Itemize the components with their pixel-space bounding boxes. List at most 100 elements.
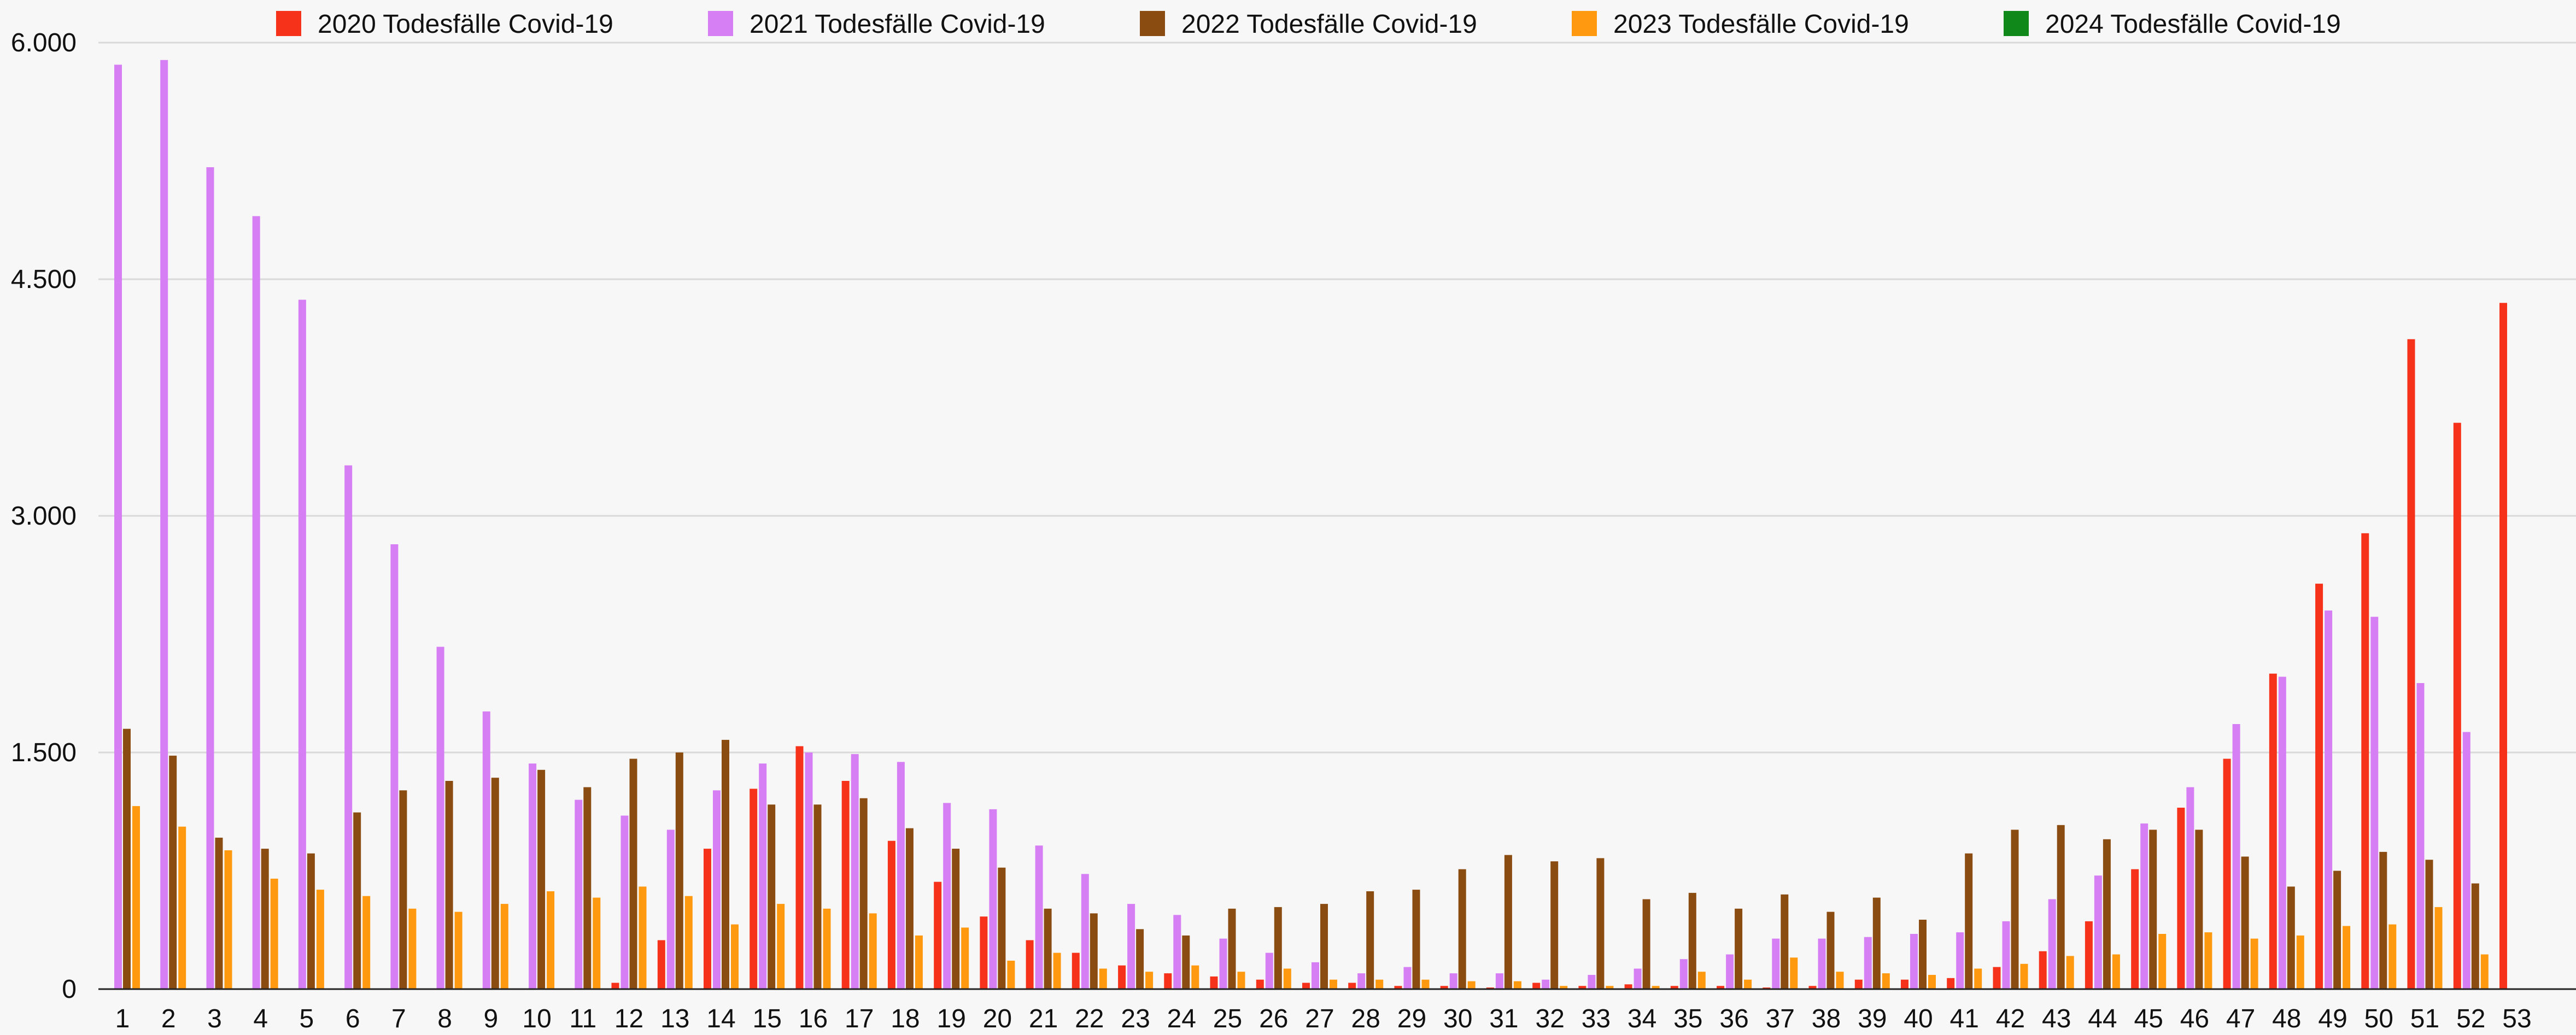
bar	[777, 904, 785, 989]
bar	[1412, 890, 1420, 989]
legend-label: 2024 Todesfälle Covid-19	[2045, 10, 2341, 39]
bar	[1467, 981, 1476, 989]
bar	[132, 806, 140, 989]
bar	[934, 881, 942, 989]
bar	[2278, 677, 2286, 989]
legend-item: 2022 Todesfälle Covid-19	[1140, 10, 1477, 39]
bar	[2499, 303, 2507, 989]
bar	[1312, 962, 1319, 989]
bar	[2333, 871, 2341, 989]
bar	[2232, 724, 2240, 989]
bar	[224, 850, 232, 989]
bar	[1826, 911, 1835, 989]
x-tick-label: 48	[2272, 1004, 2301, 1033]
legend-swatch	[1140, 11, 1165, 36]
x-tick-label: 49	[2318, 1004, 2347, 1033]
bar	[1634, 968, 1642, 989]
bar	[298, 299, 306, 989]
bar	[2434, 907, 2443, 989]
bar	[500, 904, 508, 989]
bar	[1624, 984, 1632, 989]
bar	[2462, 732, 2470, 989]
bar	[1854, 979, 1863, 989]
bar	[1173, 915, 1181, 989]
bar	[1735, 908, 1743, 989]
bar	[1072, 952, 1080, 989]
bar	[1099, 968, 1107, 989]
bar	[2370, 616, 2379, 989]
bar	[961, 927, 969, 989]
x-tick-label: 16	[799, 1004, 828, 1033]
bar	[813, 804, 822, 989]
bar	[114, 64, 122, 989]
x-tick-label: 51	[2410, 1004, 2439, 1033]
bar	[1956, 932, 1964, 989]
bar	[270, 878, 278, 989]
bar	[2094, 875, 2102, 989]
bar	[1550, 861, 1559, 989]
bar	[2471, 883, 2479, 989]
bar	[2039, 951, 2047, 989]
bar	[529, 763, 537, 989]
bar	[408, 908, 417, 989]
bar	[1145, 972, 1154, 989]
bar	[1228, 908, 1236, 989]
x-tick-label: 29	[1397, 1004, 1426, 1033]
x-tick-label: 39	[1858, 1004, 1887, 1033]
series-2	[114, 60, 2470, 989]
bar	[160, 60, 168, 989]
bar	[2057, 825, 2065, 989]
bar	[805, 752, 813, 989]
bar	[897, 762, 905, 989]
x-tick-label: 7	[391, 1004, 406, 1033]
bar	[1596, 858, 1605, 989]
x-tick-label: 22	[1075, 1004, 1104, 1033]
bar	[629, 758, 637, 989]
bar	[575, 799, 583, 989]
bar	[1090, 913, 1098, 989]
x-tick-label: 34	[1627, 1004, 1656, 1033]
series-4	[132, 806, 2489, 989]
bar	[2343, 926, 2351, 989]
bar	[593, 897, 601, 989]
bar	[1679, 959, 1688, 989]
legend-label: 2023 Todesfälle Covid-19	[1613, 10, 1909, 39]
bar	[1357, 973, 1366, 989]
bar	[2379, 851, 2387, 989]
bar	[169, 755, 177, 989]
bar	[362, 896, 371, 989]
bar	[2195, 830, 2203, 989]
y-tick-label: 4.500	[11, 265, 77, 294]
x-tick-label: 40	[1904, 1004, 1933, 1033]
x-tick-label: 19	[937, 1004, 966, 1033]
bar	[2241, 856, 2249, 989]
x-tick-label: 45	[2134, 1004, 2163, 1033]
bar	[215, 837, 223, 989]
legend-item: 2021 Todesfälle Covid-19	[708, 10, 1045, 39]
bar	[547, 891, 555, 989]
bar	[1118, 965, 1126, 989]
bar	[537, 769, 546, 989]
bar	[1928, 975, 1936, 989]
bar	[666, 830, 675, 989]
x-tick-label: 4	[253, 1004, 268, 1033]
x-tick-label: 14	[706, 1004, 735, 1033]
bar	[1781, 894, 1789, 989]
legend-swatch	[276, 11, 301, 36]
x-tick-label: 44	[2088, 1004, 2117, 1033]
bar	[123, 728, 131, 989]
bar	[1652, 986, 1660, 989]
bar	[1449, 973, 1457, 989]
bar	[722, 739, 729, 989]
bar	[1219, 938, 1227, 989]
bar	[2112, 954, 2120, 989]
bar	[980, 916, 988, 989]
x-tick-label: 8	[437, 1004, 452, 1033]
bar	[1265, 952, 1273, 989]
x-tick-label: 3	[207, 1004, 222, 1033]
bar	[1965, 853, 1973, 989]
bar	[1836, 972, 1844, 989]
x-tick-label: 23	[1121, 1004, 1150, 1033]
bar	[841, 781, 850, 989]
bar	[2204, 932, 2212, 989]
